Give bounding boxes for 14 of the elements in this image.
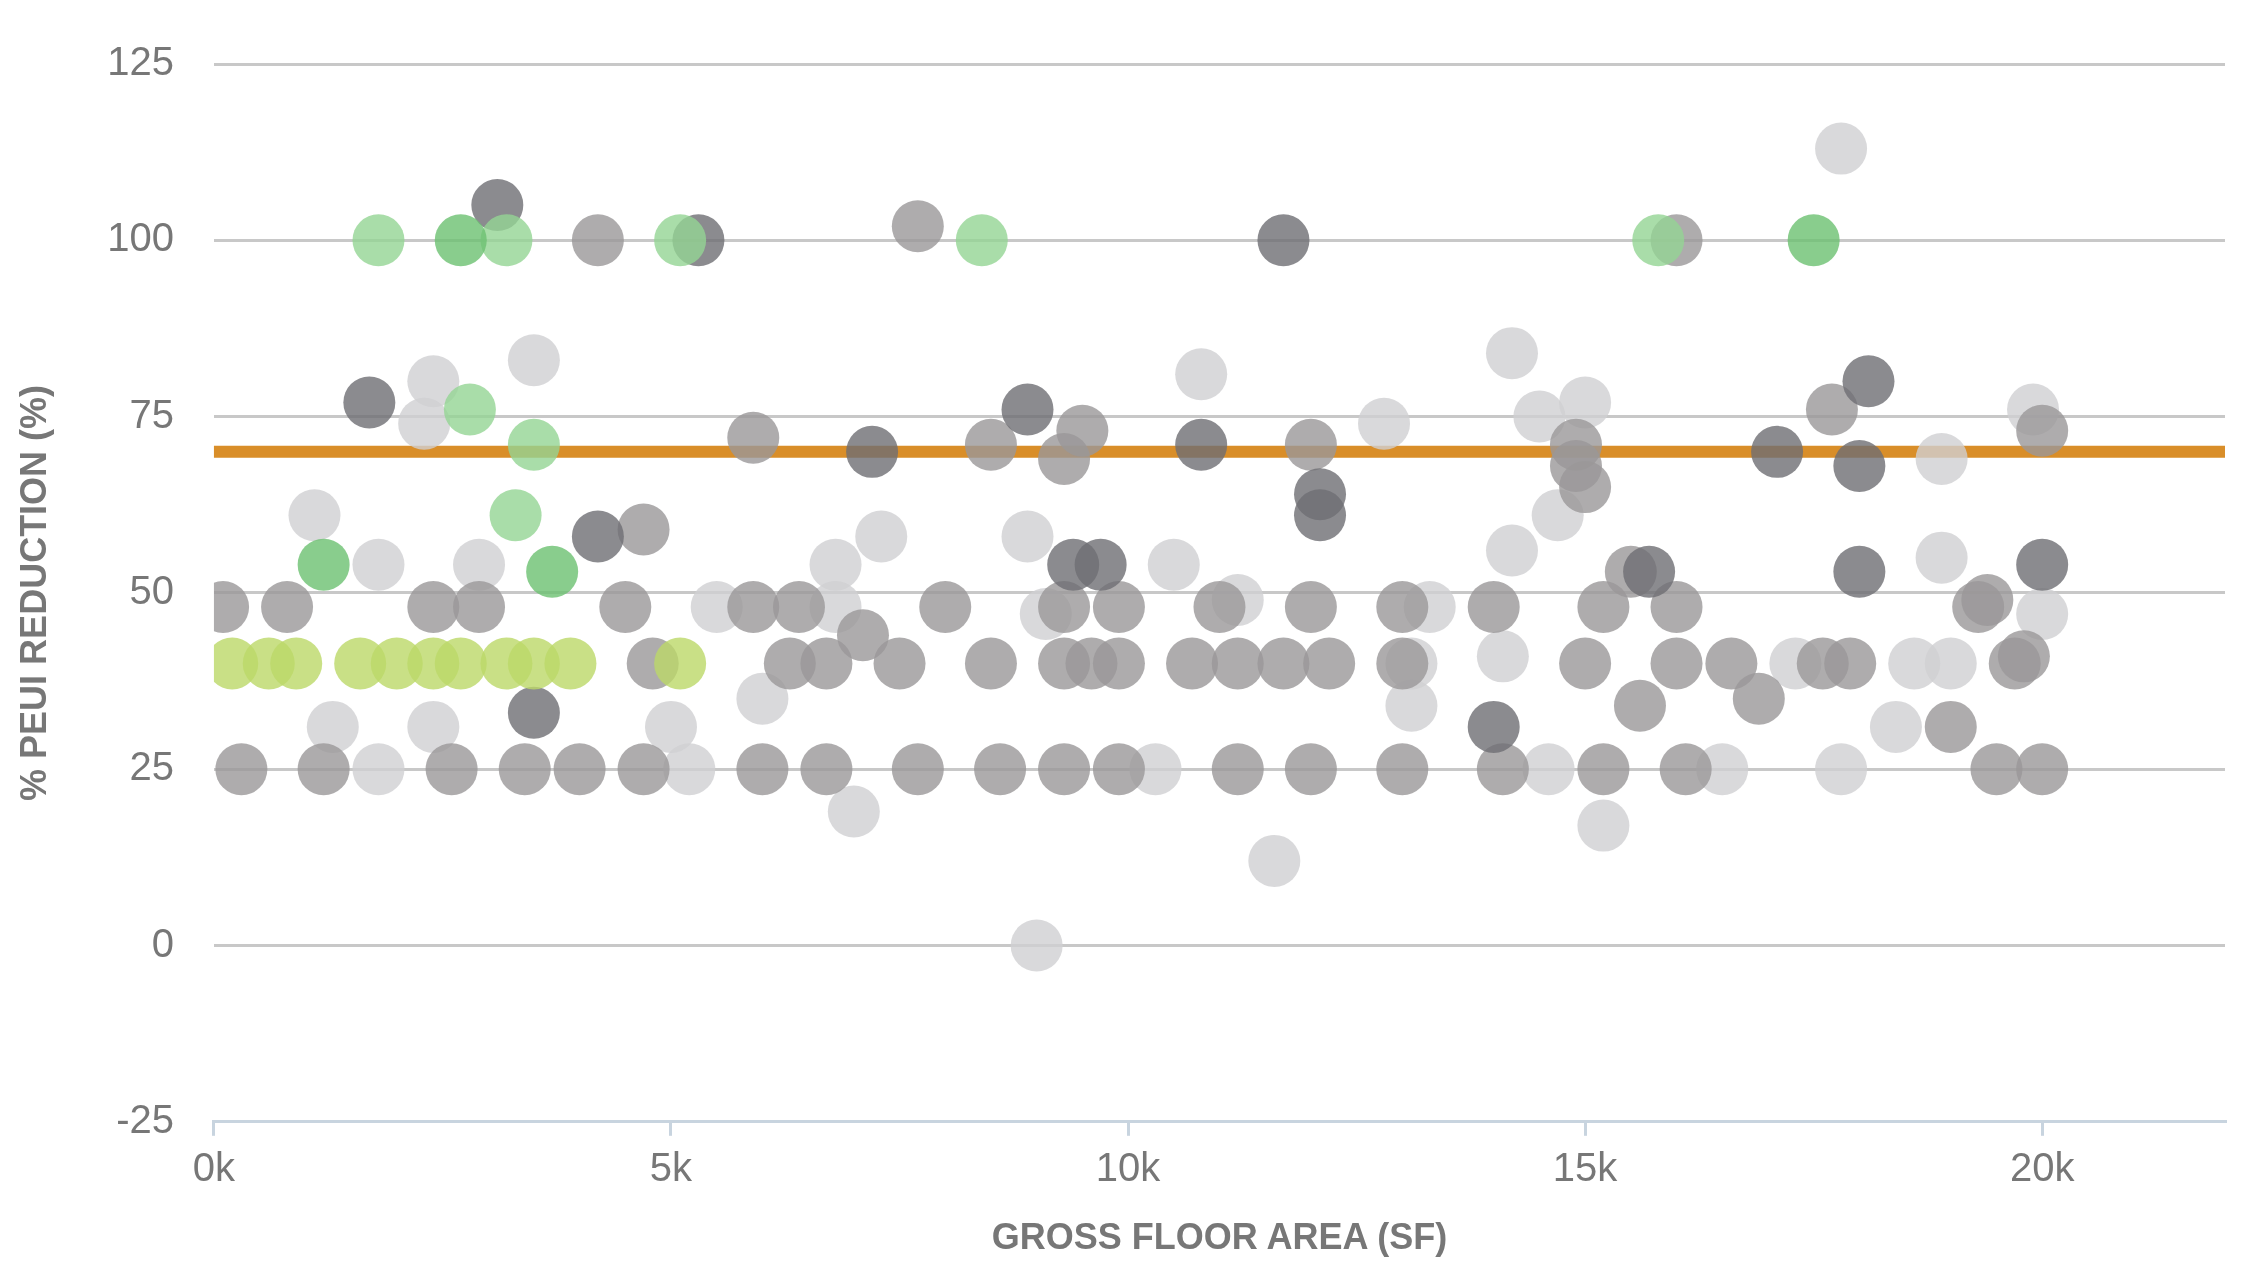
y-tick-label: 100 <box>107 215 174 260</box>
y-tick-label: 25 <box>129 744 174 789</box>
y-tick-label: 75 <box>129 391 174 436</box>
y-tick-label: -25 <box>116 1096 174 1141</box>
x-tick-label: 0k <box>192 1144 237 1189</box>
x-tick-label: 10k <box>1095 1144 1162 1189</box>
x-axis-title: GROSS FLOOR AREA (SF) <box>991 1216 1448 1258</box>
y-axis-title: % PEUI REDUCTION (%) <box>12 384 54 801</box>
x-tick-label: 15k <box>1552 1144 1619 1189</box>
y-tick-label: 50 <box>129 567 174 612</box>
y-tick-label: 125 <box>107 39 174 84</box>
x-tick-label: 20k <box>2009 1144 2076 1189</box>
y-tick-label: 0 <box>151 920 174 965</box>
x-tick-label: 5k <box>649 1144 694 1189</box>
